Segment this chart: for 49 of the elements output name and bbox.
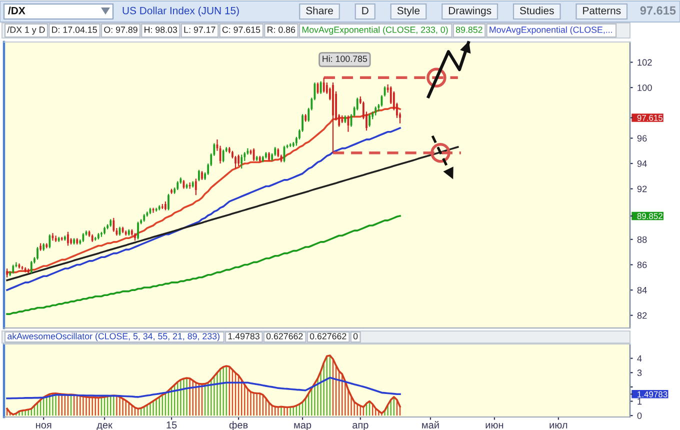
y-tick-label: 94 bbox=[637, 160, 647, 167]
text: L: 97.17 bbox=[184, 26, 216, 33]
y-tick-label: 89.852 bbox=[637, 213, 662, 220]
text: MovAvgExponential (CLOSE, 233, 0) bbox=[302, 26, 448, 35]
y-tick-label: 4 bbox=[637, 355, 642, 362]
text: 1.49783 bbox=[228, 333, 260, 340]
y-tick-label: 1 bbox=[638, 398, 642, 405]
text: Patterns bbox=[583, 7, 621, 14]
y-tick-label: 102 bbox=[638, 59, 652, 66]
text: Style bbox=[397, 6, 420, 16]
text: /DX bbox=[8, 6, 26, 14]
annotation: Hi: 100.785 bbox=[322, 55, 368, 62]
x-tick-label: фев bbox=[229, 421, 248, 430]
x-tick-label: май bbox=[422, 420, 439, 429]
text: US Dollar Index (JUN 15) bbox=[122, 6, 239, 16]
text: 0.627662 bbox=[266, 333, 303, 340]
x-tick-label: 15 bbox=[166, 422, 177, 429]
x-tick-label: ноя bbox=[36, 423, 52, 429]
y-tick-label: 82 bbox=[637, 312, 647, 319]
text: Studies bbox=[520, 6, 554, 14]
y-tick-label: 86 bbox=[637, 262, 647, 268]
y-tick-label: 97.615 bbox=[637, 114, 662, 121]
y-tick-label: 100 bbox=[638, 84, 652, 91]
y-tick-label: 92 bbox=[637, 186, 647, 192]
chart-title: akAwesomeOscillator (CLOSE, 5, 34, 55, 21, 89, 233) bbox=[8, 332, 220, 342]
text: 89.852 bbox=[456, 26, 482, 33]
x-tick-label: июл bbox=[550, 423, 568, 429]
text: Share bbox=[306, 6, 333, 14]
text: /DX 1 y D bbox=[7, 26, 45, 35]
y-tick-label: 84 bbox=[637, 286, 647, 294]
x-tick-label: июн bbox=[486, 423, 504, 429]
y-tick-label: 96 bbox=[637, 135, 647, 142]
y-tick-label: 0 bbox=[637, 412, 642, 419]
x-tick-label: дек bbox=[96, 423, 112, 430]
x-tick-label: мар bbox=[294, 423, 312, 430]
text: Drawings bbox=[448, 6, 492, 16]
text: C: 97.615 bbox=[222, 26, 260, 33]
text: 0 bbox=[353, 333, 358, 340]
text: 0.627662 bbox=[310, 333, 346, 340]
text: R: 0.86 bbox=[268, 26, 296, 33]
text: D: 17.04.15 bbox=[52, 26, 97, 33]
text: D bbox=[362, 7, 368, 14]
text: H: 98.03 bbox=[144, 26, 178, 33]
y-tick-label: 3 bbox=[637, 370, 642, 376]
y-tick-label: 88 bbox=[637, 236, 647, 243]
y-tick-label: 1.49783 bbox=[638, 391, 668, 398]
text: MovAvgExponential (CLOSE,... bbox=[490, 26, 612, 35]
x-tick-label: апр bbox=[352, 423, 368, 430]
text: O: 97.89 bbox=[104, 26, 138, 33]
